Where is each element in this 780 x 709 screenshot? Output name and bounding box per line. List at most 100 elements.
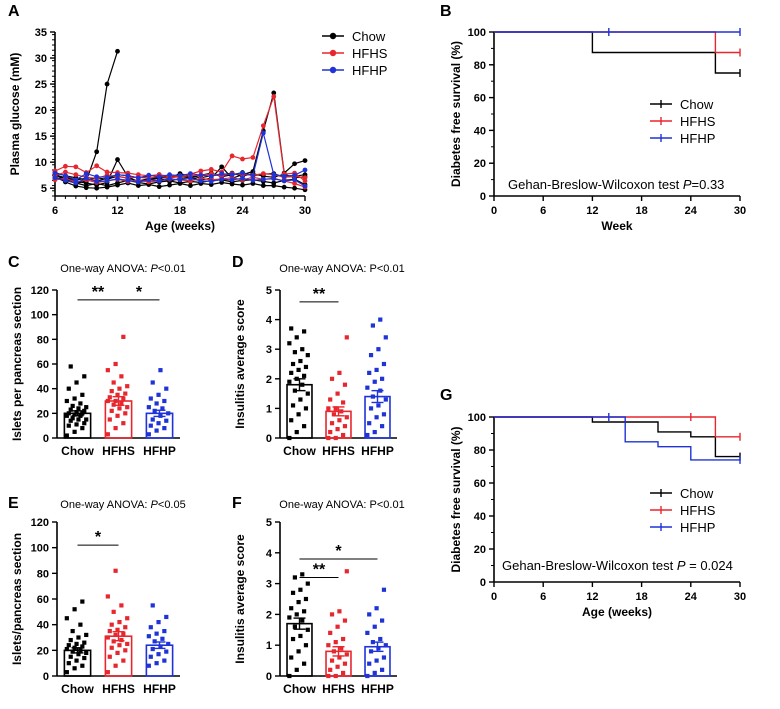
E-data-point (64, 670, 69, 675)
F-x-category-label: HFHP (361, 682, 394, 696)
D-data-point (328, 429, 333, 435)
C-y-tick-label: 100 (31, 310, 49, 322)
C-data-point (82, 408, 87, 413)
D-data-point (376, 347, 381, 352)
G-y-tick-label: 20 (474, 544, 486, 556)
C-data-point (76, 417, 81, 422)
C-y-tick-label: 60 (37, 359, 49, 371)
A-data-point (302, 183, 308, 189)
A-data-point (146, 177, 152, 183)
E-data-point (74, 658, 79, 663)
E-x-category-label: HFHP (143, 682, 176, 696)
F-data-point (372, 670, 377, 676)
D-data-point (287, 435, 292, 441)
E-data-point (154, 631, 159, 636)
F-data-point (294, 667, 299, 672)
C-data-point (119, 401, 124, 406)
D-data-point (337, 418, 342, 423)
C-data-point (158, 413, 163, 418)
E-data-point (150, 603, 155, 608)
E-data-point (78, 648, 83, 653)
C-data-point (146, 405, 151, 410)
C-data-point (166, 411, 171, 416)
E-data-point (146, 663, 151, 668)
F-data-point (296, 599, 301, 605)
D-data-point (305, 353, 310, 358)
F-y-tick-label: 4 (266, 548, 273, 560)
D-data-point (378, 317, 383, 322)
F-y-tick-label: 0 (266, 671, 272, 683)
B-test-annotation-part: =0.33 (692, 177, 725, 192)
C-anova-title: One-way ANOVA: P<0.01 (60, 263, 185, 275)
F-data-point (344, 652, 349, 657)
C-data-point (164, 386, 169, 391)
F-data-point (331, 649, 336, 654)
A-data-point (250, 155, 256, 160)
D-data-point (294, 429, 299, 435)
F-y-axis-label: Insulitis average score (233, 534, 247, 664)
A-data-point (219, 176, 225, 182)
A-data-point (240, 170, 245, 176)
D-y-tick-label: 5 (266, 285, 272, 297)
G-legend-label-hfhp: HFHP (680, 520, 715, 535)
A-data-point (281, 184, 287, 190)
D-data-point (341, 432, 346, 438)
B-survival-step-hfhs (494, 31, 740, 54)
G-y-tick-label: 100 (468, 412, 486, 424)
C-significance-stars: * (136, 284, 143, 301)
C-data-point (70, 403, 75, 409)
D-data-point (365, 385, 370, 390)
E-data-point (121, 658, 126, 663)
F-data-point (300, 572, 305, 577)
C-data-point (109, 408, 114, 413)
A-data-point (188, 183, 193, 188)
C-data-point (74, 410, 79, 415)
C-data-point (121, 396, 126, 401)
E-data-point (160, 636, 165, 641)
F-data-point (302, 661, 307, 666)
B-legend-label-hfhp: HFHP (680, 131, 715, 146)
E-data-point (80, 644, 85, 649)
E-data-point (82, 640, 87, 645)
A-data-point (302, 167, 308, 173)
E-data-point (68, 654, 73, 659)
A-data-point (198, 178, 204, 184)
A-x-tick-label: 12 (111, 205, 123, 217)
G-y-tick-label: 0 (480, 577, 486, 589)
D-data-point (335, 391, 340, 396)
C-data-point (115, 413, 120, 418)
G-test-annotation-part: = 0.024 (686, 558, 733, 573)
D-data-point (337, 370, 342, 375)
A-data-point (135, 183, 141, 188)
C-data-point (84, 405, 89, 410)
A-data-point (188, 175, 193, 181)
C-data-point (64, 413, 69, 418)
E-data-point (123, 625, 128, 630)
E-data-point (164, 614, 169, 620)
panel-label-C: C (8, 254, 20, 271)
F-anova-title-part: One-way ANOVA: P<0.01 (279, 499, 404, 511)
B-y-tick-label: 60 (474, 93, 486, 105)
B-x-tick-label: 18 (635, 205, 647, 217)
E-data-point (146, 634, 151, 639)
D-data-point (344, 335, 349, 340)
C-data-point (146, 432, 151, 437)
G-y-tick-label: 40 (474, 511, 486, 523)
F-y-tick-label: 5 (266, 517, 272, 529)
A-data-point (73, 180, 79, 186)
E-data-point (105, 635, 110, 640)
D-data-point (342, 382, 348, 387)
D-anova-title-part: One-way ANOVA: P<0.01 (279, 263, 404, 275)
A-data-point (146, 172, 152, 178)
E-data-point (64, 646, 69, 652)
E-data-point (107, 654, 112, 659)
B-x-tick-label: 6 (540, 205, 546, 217)
C-data-point (76, 406, 81, 411)
E-data-point (107, 628, 112, 634)
A-x-tick-label: 6 (52, 205, 58, 217)
B-y-tick-label: 0 (480, 191, 486, 203)
E-data-point (80, 663, 85, 668)
F-data-point (368, 649, 374, 654)
E-y-tick-label: 120 (31, 517, 49, 529)
A-data-point (271, 176, 277, 182)
